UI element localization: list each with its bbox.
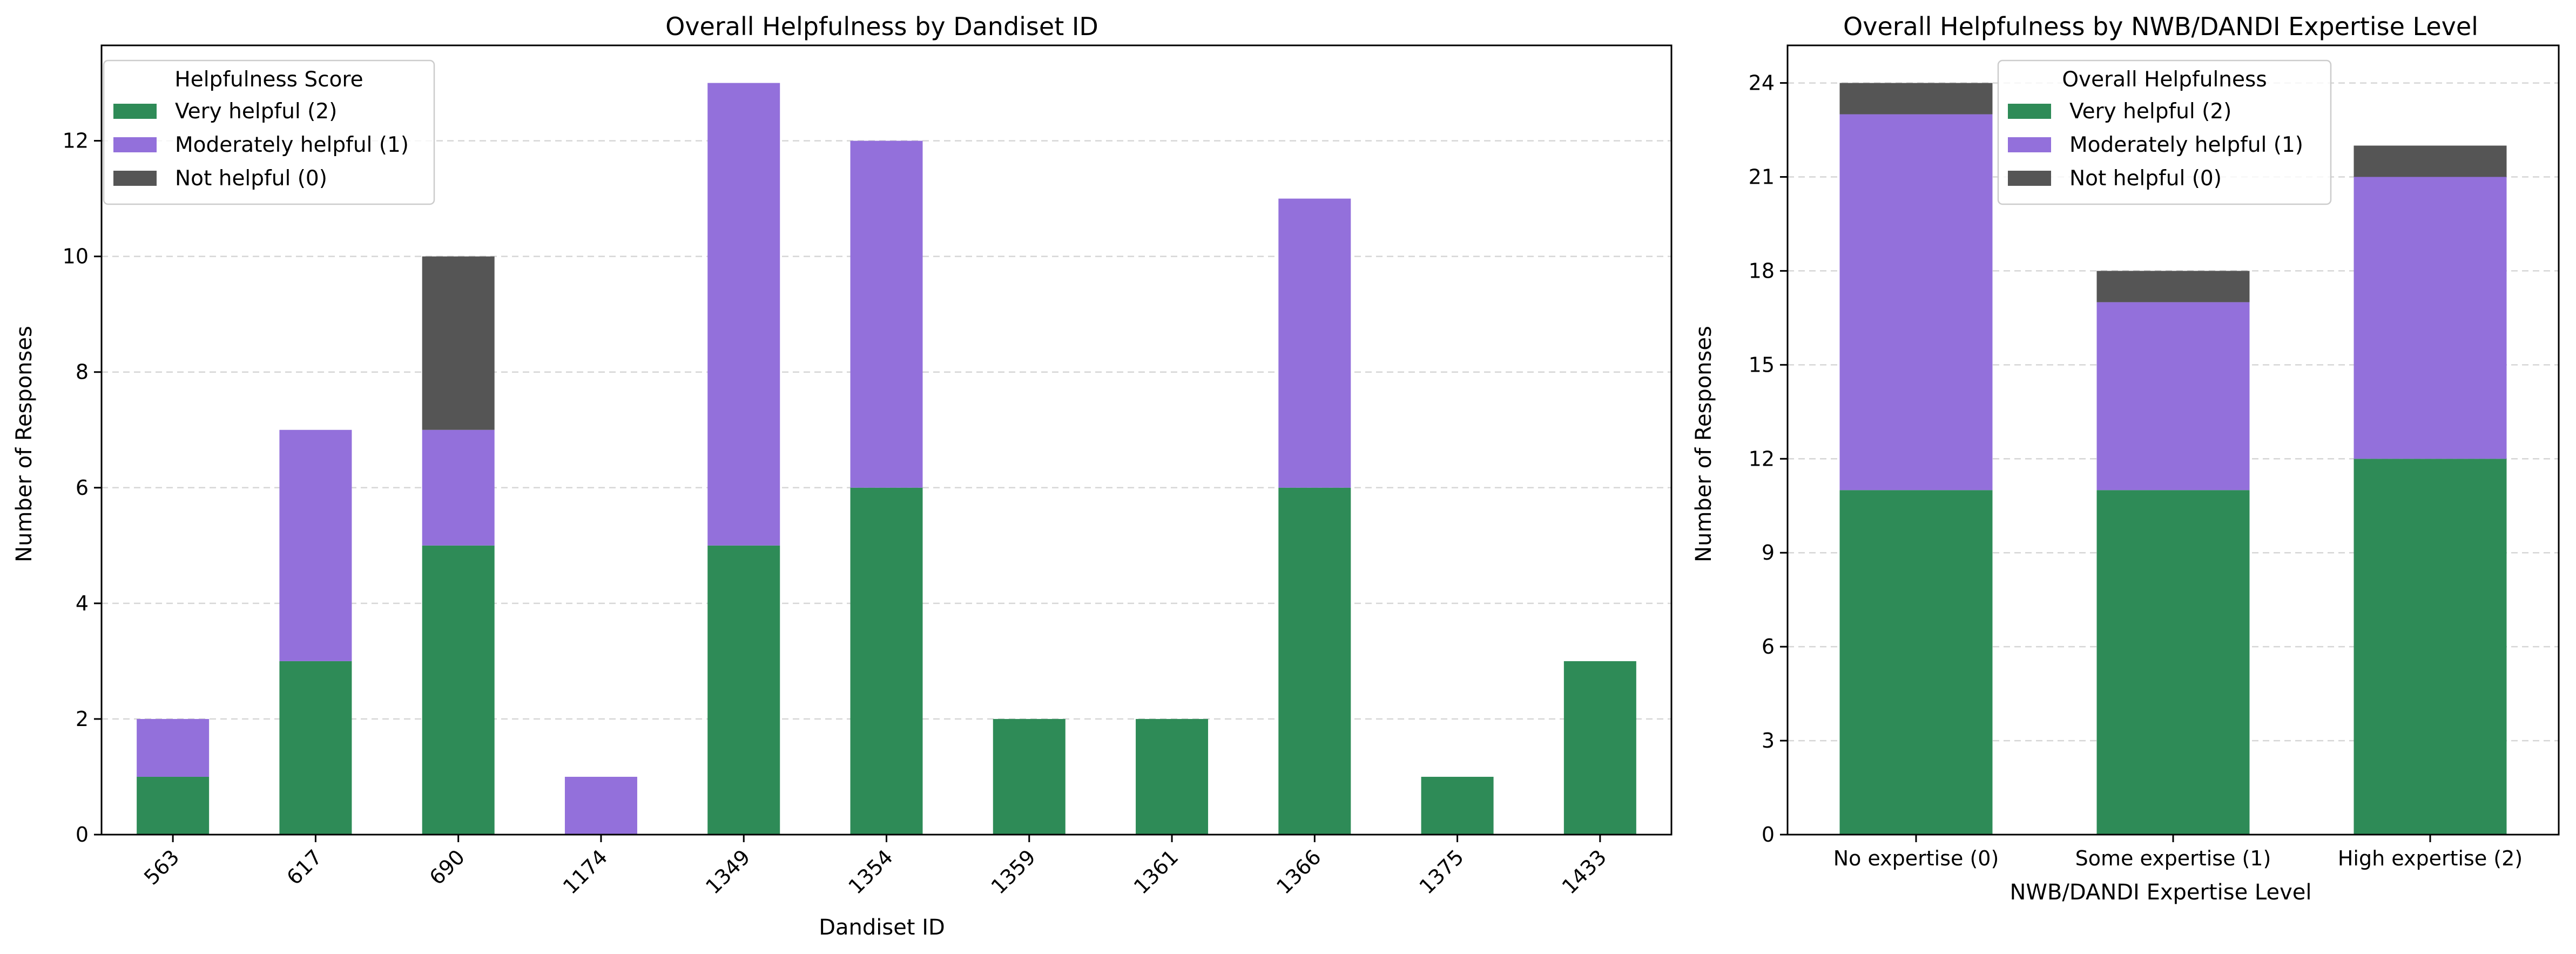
y-tick-label: 15	[1749, 353, 1775, 377]
legend-box	[1997, 59, 2332, 205]
legend: Overall Helpfulness Very helpful (2) Moder…	[1997, 59, 2332, 205]
legend-swatch	[2008, 171, 2051, 186]
x-tick-label: No expertise (0)	[1833, 846, 1999, 870]
bar-segment	[1839, 490, 1993, 835]
chart-title: Overall Helpfulness by NWB/DANDI Experti…	[1843, 12, 2478, 41]
bar-segment	[2354, 177, 2507, 459]
bar-segment	[279, 661, 352, 835]
bar-segment	[2096, 271, 2250, 303]
legend-label: Not helpful (0)	[2069, 166, 2222, 191]
legend-swatch	[2008, 104, 2051, 119]
chart-title: Overall Helpfulness by Dandiset ID	[665, 12, 1098, 41]
bar-segment	[2354, 145, 2507, 177]
x-tick-label: 1433	[1557, 845, 1611, 899]
bar-segment	[850, 140, 923, 488]
y-tick-label: 6	[76, 476, 89, 500]
y-tick-label: 3	[1762, 729, 1775, 753]
x-tick-label: 1349	[701, 845, 755, 899]
x-tick-label: 617	[282, 845, 326, 889]
legend: Helpfulness Score Very helpful (2) Moderat…	[103, 59, 435, 205]
y-tick-label: 0	[1762, 823, 1775, 846]
legend-swatch	[113, 171, 157, 186]
x-tick-label: 1174	[558, 845, 612, 899]
bar-segment	[1839, 114, 1993, 491]
y-tick-label: 6	[1762, 635, 1775, 659]
y-tick-label: 18	[1749, 259, 1775, 283]
legend-box	[103, 59, 435, 205]
y-axis-label: Number of Responses	[12, 326, 37, 562]
x-tick-label: High expertise (2)	[2338, 846, 2523, 870]
y-tick-label: 24	[1749, 71, 1775, 95]
x-tick-label: 1361	[1129, 845, 1183, 899]
bar-segment	[1421, 776, 1494, 835]
bar-segment	[1278, 198, 1351, 488]
legend-swatch	[2008, 137, 2051, 152]
x-tick-label: Some expertise (1)	[2075, 846, 2271, 870]
x-tick-label: 1359	[987, 845, 1041, 899]
y-tick-label: 0	[76, 823, 89, 846]
legend-label: Moderately helpful (1)	[175, 133, 409, 157]
plot-area: 0 2 4 6 8 10 12 563 617 690 1174 1349 1354 1359 1361 13…	[63, 44, 1673, 899]
bar-segment	[993, 718, 1066, 835]
bar-segment	[1839, 83, 1993, 115]
legend-title: Overall Helpfulness	[2062, 68, 2267, 92]
x-axis-label: Dandiset ID	[819, 915, 945, 940]
x-tick-label: 1375	[1414, 845, 1468, 899]
bar-segment	[707, 83, 780, 546]
y-axis-label: Number of Responses	[1691, 326, 1716, 562]
bar-segment	[137, 718, 210, 777]
y-tick-label: 12	[63, 129, 89, 153]
legend-label: Very helpful (2)	[175, 99, 337, 124]
y-tick-label: 9	[1762, 541, 1775, 565]
chart-dandiset: Overall Helpfulness by Dandiset ID 0 2 4 6 8…	[12, 12, 1673, 940]
bar-segment	[2354, 459, 2507, 835]
x-tick-label: 1354	[844, 845, 898, 899]
bar-segment	[279, 429, 352, 661]
legend-label: Very helpful (2)	[2069, 99, 2231, 124]
bar-segment	[422, 429, 495, 546]
bar-segment	[707, 545, 780, 835]
legend-label: Not helpful (0)	[175, 166, 327, 191]
x-tick-label: 563	[139, 845, 184, 889]
bar-segment	[1563, 661, 1636, 835]
bar-segment	[850, 487, 923, 835]
plot-area: 0 3 6 9 12 15 18 21 24 No expertise (0) Some exper…	[1749, 44, 2560, 870]
bar-segment	[1136, 718, 1209, 835]
y-tick-label: 2	[76, 707, 89, 731]
legend-label: Moderately helpful (1)	[2069, 133, 2303, 157]
y-tick-label: 4	[76, 592, 89, 615]
bar-segment	[422, 256, 495, 430]
x-tick-label: 1366	[1272, 845, 1326, 899]
x-tick-label: 690	[425, 845, 469, 889]
y-tick-label: 8	[76, 360, 89, 384]
legend-title: Helpfulness Score	[174, 68, 363, 92]
bar-segment	[1278, 487, 1351, 835]
legend-swatch	[113, 104, 157, 119]
bar-segment	[422, 545, 495, 835]
y-tick-label: 21	[1749, 165, 1775, 189]
y-tick-label: 10	[63, 245, 89, 268]
bar-segment	[137, 776, 210, 835]
x-axis-label: NWB/DANDI Expertise Level	[2009, 880, 2311, 905]
chart-expertise: Overall Helpfulness by NWB/DANDI Experti…	[1691, 12, 2560, 905]
legend-swatch	[113, 137, 157, 152]
y-tick-label: 12	[1749, 447, 1775, 471]
bar-segment	[564, 776, 637, 835]
bar-segment	[2096, 302, 2250, 491]
bar-segment	[2096, 490, 2250, 835]
